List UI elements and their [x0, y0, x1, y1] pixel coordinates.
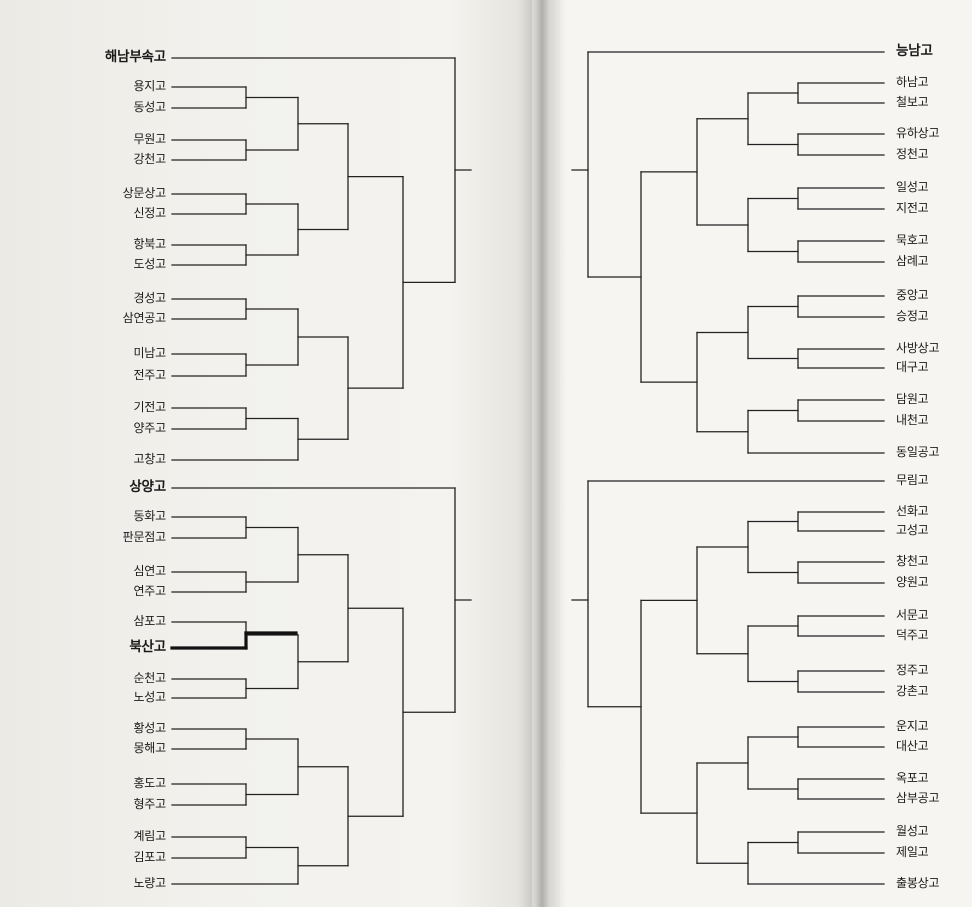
team-label-right-top-8: 삼례고	[896, 254, 929, 268]
team-label-left-top-6: 신정고	[133, 206, 166, 220]
team-label-left-bottom-15: 노량고	[133, 876, 166, 890]
team-label-left-bottom-8: 노성고	[133, 690, 166, 704]
team-label-left-top-8: 도성고	[133, 257, 166, 271]
team-label-left-bottom-3: 심연고	[133, 564, 166, 578]
team-label-left-bottom-6: 북산고	[129, 639, 166, 655]
team-label-right-bottom-15: 출봉상고	[896, 876, 940, 890]
team-label-right-bottom-3: 창천고	[896, 554, 929, 568]
team-label-left-bottom-4: 연주고	[133, 584, 166, 598]
team-label-left-top-14: 양주고	[133, 421, 166, 435]
team-label-left-top-7: 항북고	[133, 237, 166, 251]
team-label-left-top-9: 경성고	[133, 291, 166, 305]
team-label-right-bottom-12: 삼부공고	[896, 791, 940, 805]
team-label-right-top-10: 승정고	[896, 309, 929, 323]
team-label-left-top-11: 미남고	[133, 346, 166, 360]
team-label-left-bottom-1: 동화고	[133, 509, 166, 523]
team-label-left-bottom-13: 계림고	[133, 829, 166, 843]
team-label-right-bottom-14: 제일고	[896, 845, 929, 859]
team-label-right-bottom-0: 무림고	[896, 473, 929, 487]
team-label-left-top-4: 강천고	[133, 152, 166, 166]
team-label-left-bottom-7: 순천고	[133, 671, 166, 685]
team-label-right-top-15: 동일공고	[896, 445, 940, 459]
team-label-left-bottom-12: 형주고	[133, 797, 166, 811]
team-label-right-bottom-13: 월성고	[896, 824, 929, 838]
team-label-right-top-3: 유하상고	[896, 126, 940, 140]
team-label-left-bottom-2: 판문점고	[122, 530, 167, 544]
team-label-right-top-2: 철보고	[896, 95, 929, 109]
team-label-left-top-15: 고창고	[133, 452, 166, 466]
team-label-left-bottom-10: 몽해고	[133, 741, 166, 755]
team-label-right-bottom-10: 대산고	[896, 739, 929, 753]
team-label-left-top-5: 상문상고	[122, 186, 167, 200]
team-label-right-top-9: 중앙고	[896, 288, 929, 302]
team-label-left-bottom-9: 황성고	[133, 721, 166, 735]
team-label-right-bottom-4: 양원고	[896, 575, 929, 589]
team-label-right-top-5: 일성고	[896, 180, 929, 194]
team-label-right-top-4: 정천고	[896, 147, 929, 161]
team-label-right-top-1: 하남고	[896, 75, 929, 89]
team-label-right-bottom-9: 운지고	[896, 719, 929, 733]
team-label-right-bottom-11: 옥포고	[896, 771, 929, 785]
left-page	[0, 0, 532, 907]
team-label-left-bottom-5: 삼포고	[133, 614, 166, 628]
team-label-right-top-6: 지전고	[896, 201, 929, 215]
team-label-left-top-10: 삼연공고	[122, 311, 167, 325]
team-label-right-top-14: 내천고	[896, 413, 929, 427]
team-label-right-bottom-7: 정주고	[896, 663, 929, 677]
team-label-left-bottom-11: 홍도고	[133, 776, 166, 790]
team-label-right-bottom-1: 선화고	[896, 504, 929, 518]
team-label-right-bottom-8: 강촌고	[896, 684, 929, 698]
team-label-left-top-0: 해남부속고	[104, 49, 166, 65]
team-label-left-bottom-14: 김포고	[133, 850, 166, 864]
team-label-right-top-7: 묵호고	[896, 233, 929, 247]
team-label-right-top-0: 능남고	[896, 43, 933, 59]
team-label-right-top-11: 사방상고	[896, 341, 940, 355]
team-label-right-bottom-6: 덕주고	[896, 628, 929, 642]
team-label-left-top-1: 용지고	[133, 79, 166, 93]
team-label-left-top-13: 기전고	[133, 400, 166, 414]
team-label-right-top-12: 대구고	[896, 360, 929, 374]
team-label-left-top-12: 전주고	[133, 368, 166, 382]
team-label-right-top-13: 담원고	[896, 392, 929, 406]
team-label-right-bottom-5: 서문고	[896, 608, 929, 622]
team-label-left-bottom-0: 상양고	[129, 479, 166, 495]
team-label-left-top-2: 동성고	[133, 100, 166, 114]
team-label-right-bottom-2: 고성고	[896, 523, 929, 537]
team-label-left-top-3: 무원고	[133, 132, 166, 146]
book-gutter-shadow	[518, 0, 566, 907]
